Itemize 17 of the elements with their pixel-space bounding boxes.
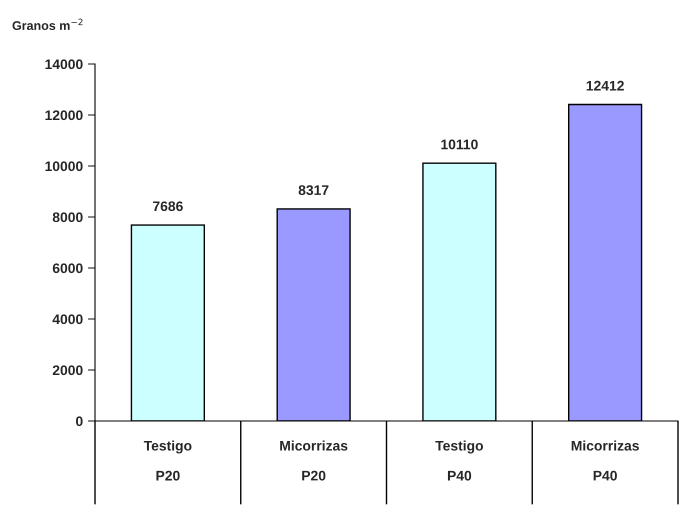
y-axis-title: Granos m$^{−2}$ (12, 18, 82, 30)
data-label: 12412 (586, 80, 624, 90)
y-tick-label: 12000 (45, 110, 83, 120)
category-label: Micorrizas P40 (572, 440, 639, 481)
y-tick-label: 6000 (52, 263, 83, 274)
category-label: Testigo P40 (435, 440, 484, 481)
y-tick-label: 4000 (52, 314, 83, 324)
category-label: Testigo P20 (144, 440, 192, 481)
data-label: 8317 (298, 185, 328, 196)
y-tick-label: 2000 (52, 365, 83, 376)
y-tick-label: 14000 (45, 59, 83, 70)
data-label: 10110 (441, 140, 478, 150)
category-label: Micorrizas P20 (280, 440, 348, 481)
y-tick-label: 0 (76, 416, 83, 426)
y-tick-label: 10000 (45, 161, 83, 172)
data-label: 7686 (153, 201, 183, 212)
y-tick-label: 8000 (52, 212, 83, 222)
